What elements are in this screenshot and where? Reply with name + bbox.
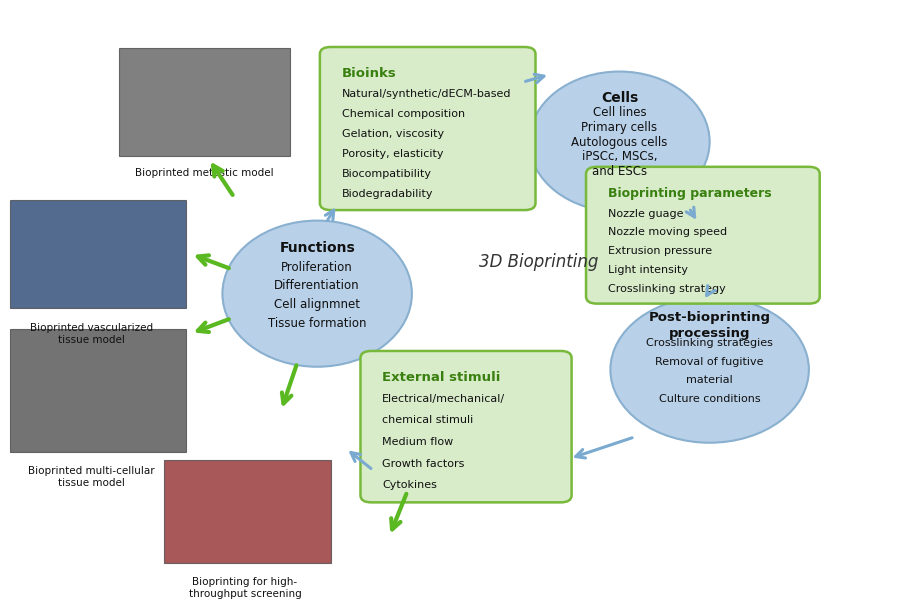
FancyBboxPatch shape <box>360 351 572 503</box>
Text: Porosity, elasticity: Porosity, elasticity <box>341 149 443 159</box>
Text: Electrical/mechanical/: Electrical/mechanical/ <box>382 394 505 404</box>
Text: Post-bioprinting: Post-bioprinting <box>649 311 771 323</box>
Text: Cytokines: Cytokines <box>382 480 437 490</box>
FancyBboxPatch shape <box>11 200 186 308</box>
Ellipse shape <box>223 220 412 367</box>
Text: Nozzle guage: Nozzle guage <box>607 209 683 219</box>
Text: Functions: Functions <box>280 241 355 255</box>
Text: Proliferation: Proliferation <box>281 261 353 273</box>
Text: Growth factors: Growth factors <box>382 459 464 468</box>
Text: Autologous cells: Autologous cells <box>571 135 668 149</box>
Text: Light intensity: Light intensity <box>607 265 688 275</box>
Text: processing: processing <box>669 327 750 340</box>
Text: Crosslinking strategies: Crosslinking strategies <box>646 338 773 348</box>
Text: Bioprinted multi-cellular
tissue model: Bioprinted multi-cellular tissue model <box>28 466 155 488</box>
Text: and ESCs: and ESCs <box>592 165 647 178</box>
Text: Bioprinting for high-
throughput screening: Bioprinting for high- throughput screeni… <box>188 577 301 599</box>
Text: Bioprinting parameters: Bioprinting parameters <box>607 187 771 200</box>
Text: Biocompatibility: Biocompatibility <box>341 169 432 179</box>
FancyBboxPatch shape <box>164 461 330 563</box>
Text: Differentiation: Differentiation <box>274 279 360 292</box>
Text: Nozzle moving speed: Nozzle moving speed <box>607 228 727 237</box>
Text: Natural/synthetic/dECM-based: Natural/synthetic/dECM-based <box>341 89 511 99</box>
Ellipse shape <box>529 72 710 212</box>
Text: Tissue formation: Tissue formation <box>268 317 367 329</box>
Text: 3D Bioprinting: 3D Bioprinting <box>479 252 598 270</box>
FancyBboxPatch shape <box>586 167 820 303</box>
Text: Extrusion pressure: Extrusion pressure <box>607 246 712 256</box>
Text: material: material <box>686 376 733 385</box>
Text: chemical stimuli: chemical stimuli <box>382 415 473 426</box>
Text: Biodegradability: Biodegradability <box>341 189 433 199</box>
FancyBboxPatch shape <box>319 47 536 210</box>
Text: External stimuli: External stimuli <box>382 371 500 384</box>
Text: Cell alignmnet: Cell alignmnet <box>274 298 360 311</box>
Text: Bioprinted metastic model: Bioprinted metastic model <box>135 168 273 178</box>
Text: Chemical composition: Chemical composition <box>341 109 464 119</box>
Text: Gelation, viscosity: Gelation, viscosity <box>341 129 443 139</box>
Text: Primary cells: Primary cells <box>581 121 657 134</box>
Text: Crosslinking strategy: Crosslinking strategy <box>607 284 726 294</box>
Text: iPSCc, MSCs,: iPSCc, MSCs, <box>582 150 657 163</box>
FancyBboxPatch shape <box>11 329 186 452</box>
FancyBboxPatch shape <box>119 48 291 157</box>
Ellipse shape <box>610 297 809 442</box>
Text: Cells: Cells <box>601 91 638 105</box>
Text: Bioprinted vascularized
tissue model: Bioprinted vascularized tissue model <box>30 323 153 344</box>
Text: Bioinks: Bioinks <box>341 67 396 80</box>
Text: Medium flow: Medium flow <box>382 437 453 447</box>
Text: Removal of fugitive: Removal of fugitive <box>655 357 764 367</box>
Text: Culture conditions: Culture conditions <box>659 394 760 404</box>
Text: Cell lines: Cell lines <box>593 107 646 119</box>
